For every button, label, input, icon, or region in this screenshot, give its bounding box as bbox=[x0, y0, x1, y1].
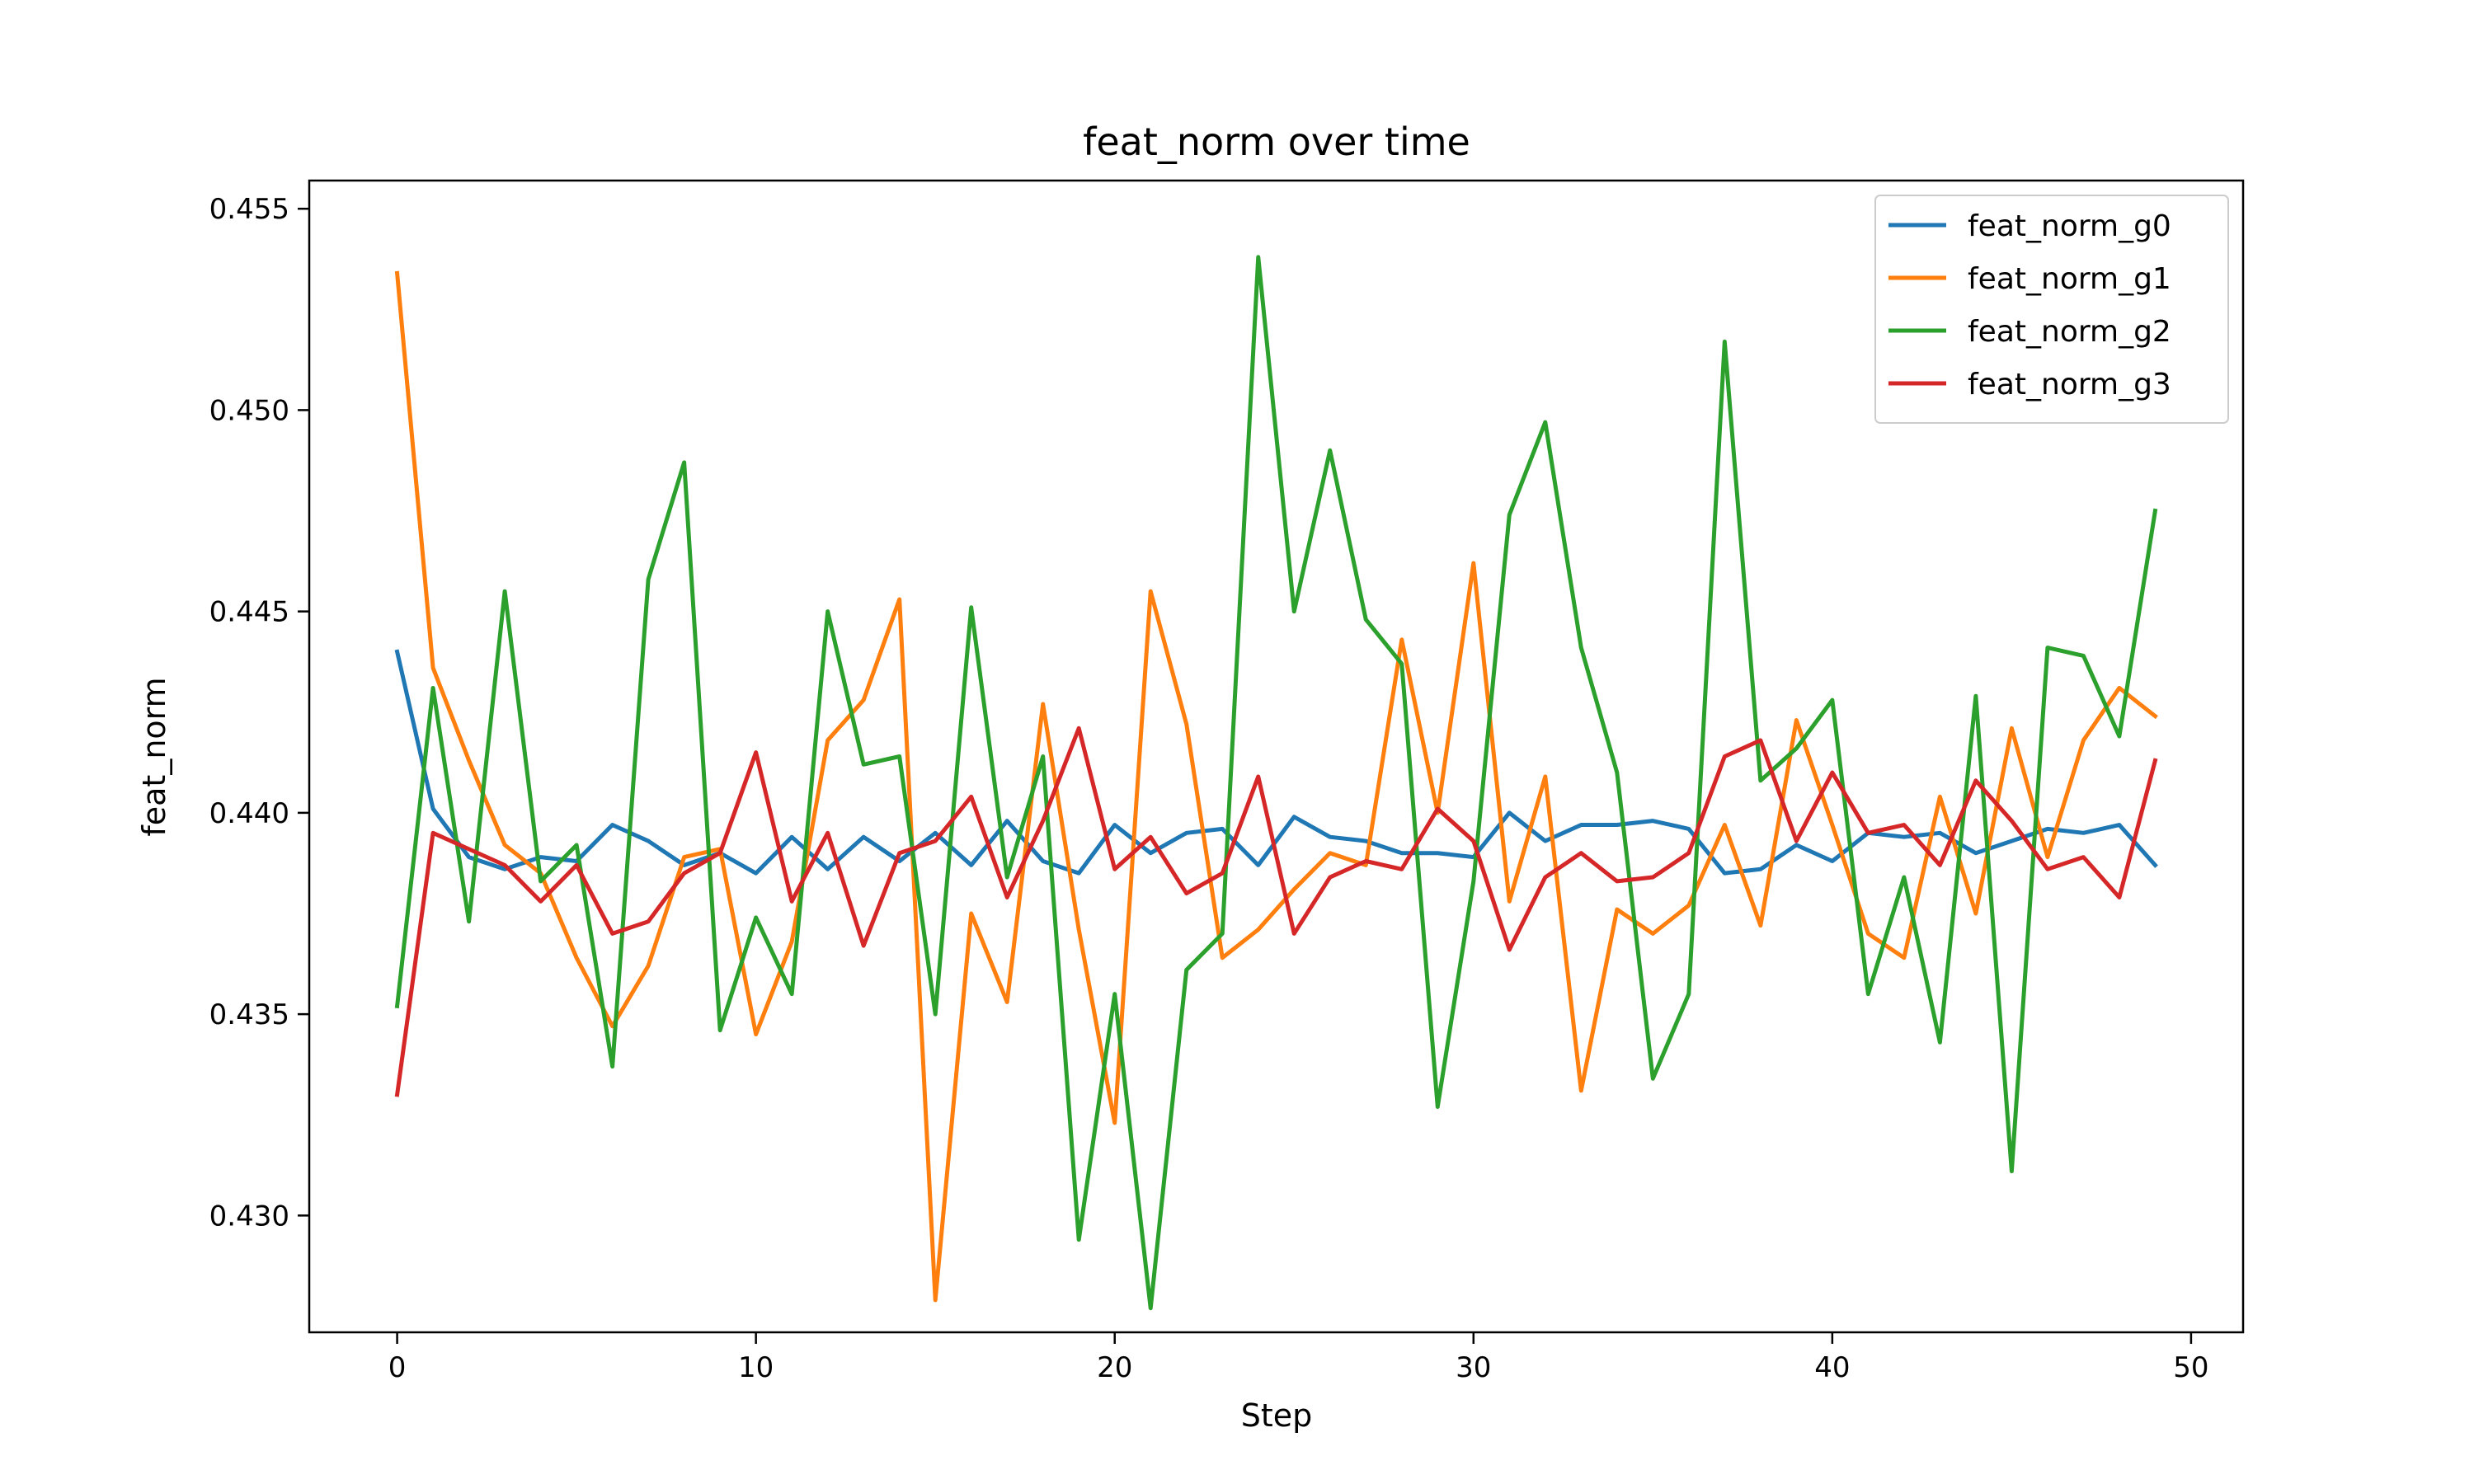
plot-frame bbox=[308, 179, 2245, 1334]
series-line-feat-norm-g3 bbox=[394, 726, 2158, 1097]
legend-label: feat_norm_g2 bbox=[1968, 315, 2171, 349]
y-tick-label: 0.450 bbox=[209, 394, 289, 427]
series-line-feat-norm-g2 bbox=[394, 255, 2158, 1311]
x-axis: 0 10 20 30 40 50 bbox=[388, 1332, 2209, 1384]
x-axis-label: Step bbox=[1241, 1397, 1313, 1434]
y-tick-label: 0.445 bbox=[209, 596, 289, 629]
y-axis-label: feat_norm bbox=[136, 677, 172, 836]
x-tick-label: 30 bbox=[1456, 1351, 1491, 1384]
series-line-feat-norm-g0 bbox=[394, 649, 2158, 876]
y-tick-label: 0.440 bbox=[209, 797, 289, 830]
legend-label: feat_norm_g1 bbox=[1968, 262, 2171, 296]
x-tick-label: 40 bbox=[1814, 1351, 1850, 1384]
x-tick-label: 10 bbox=[738, 1351, 774, 1384]
x-tick-label: 50 bbox=[2173, 1351, 2208, 1384]
x-tick-label: 20 bbox=[1097, 1351, 1132, 1384]
y-tick-label: 0.435 bbox=[209, 998, 289, 1031]
y-tick-label: 0.455 bbox=[209, 193, 289, 226]
y-tick-label: 0.430 bbox=[209, 1200, 289, 1233]
legend-label: feat_norm_g3 bbox=[1968, 368, 2171, 402]
y-axis: 0.430 0.435 0.440 0.445 0.450 0.455 bbox=[209, 193, 309, 1233]
legend-box bbox=[1874, 195, 2229, 424]
series-layer bbox=[394, 255, 2158, 1311]
x-tick-label: 0 bbox=[388, 1351, 407, 1384]
chart-title: feat_norm over time bbox=[1083, 120, 1470, 164]
series-line-feat-norm-g1 bbox=[394, 270, 2158, 1303]
legend: feat_norm_g0 feat_norm_g1 feat_norm_g2feat… bbox=[1874, 195, 2229, 424]
legend-label: feat_norm_g0 bbox=[1968, 209, 2171, 243]
